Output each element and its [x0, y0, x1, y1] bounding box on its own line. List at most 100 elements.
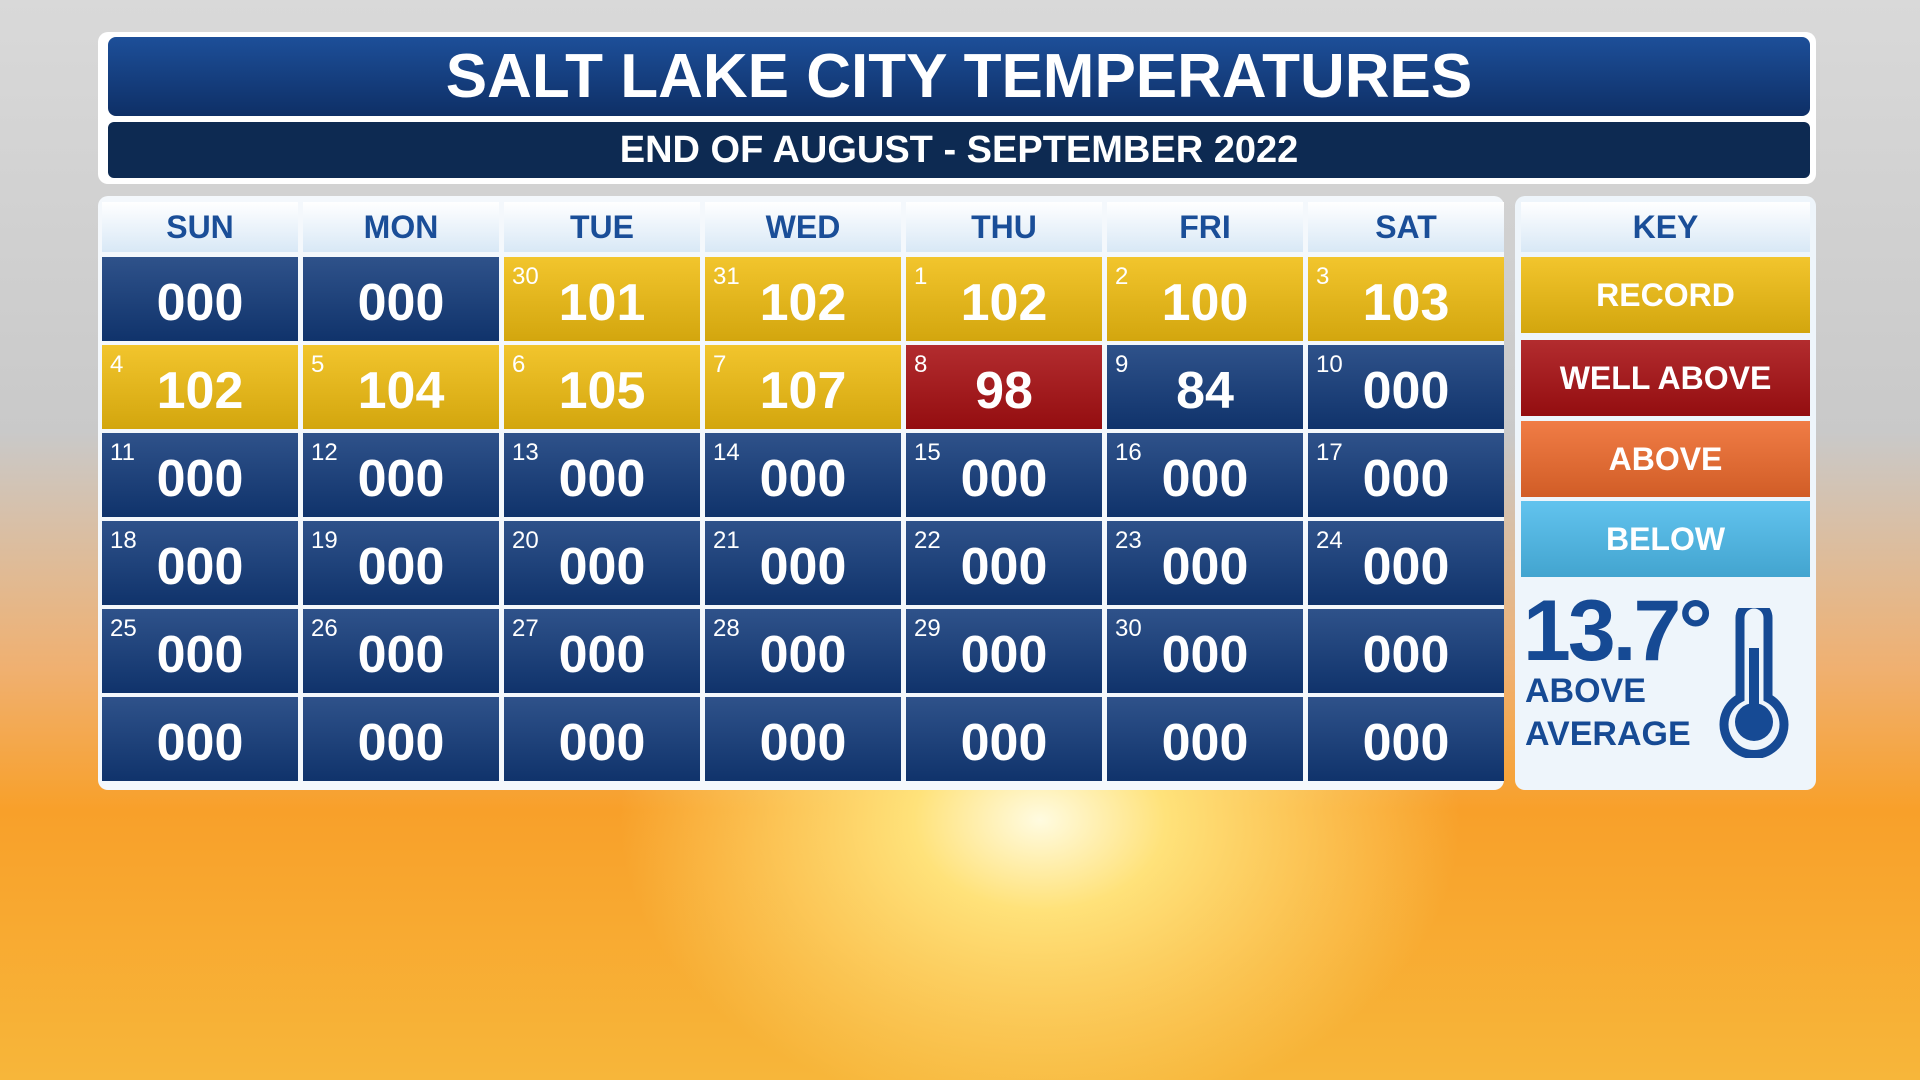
day-cell: 6 105 [504, 345, 700, 429]
day-number: 6 [512, 351, 526, 378]
day-cell: 16 000 [1107, 433, 1303, 517]
day-number: 21 [713, 527, 740, 554]
day-header: TUE [504, 202, 700, 252]
cell-shade [1308, 521, 1504, 605]
cell-shade [1308, 345, 1504, 429]
cell-shade [1521, 340, 1810, 416]
temperature: 000 [1161, 714, 1249, 772]
day-number: 13 [512, 439, 539, 466]
day-number: 16 [1115, 439, 1142, 466]
cell-shade [1107, 345, 1303, 429]
day-number: 3 [1316, 263, 1330, 290]
day-cell: 7 107 [705, 345, 901, 429]
cell-shade [906, 521, 1102, 605]
temperature: 000 [156, 626, 244, 684]
temperature: 000 [759, 626, 847, 684]
key-item: ABOVE [1521, 421, 1810, 497]
cell-shade [504, 345, 700, 429]
temperature: 107 [759, 362, 847, 420]
day-cell: 2 100 [1107, 257, 1303, 341]
temperature: 000 [1161, 626, 1249, 684]
temperature: 102 [960, 274, 1048, 332]
stat-line: AVERAGE [1525, 715, 1691, 753]
temperature: 000 [156, 274, 244, 332]
temperature: 000 [960, 714, 1048, 772]
day-cell: 12 000 [303, 433, 499, 517]
day-number: 23 [1115, 527, 1142, 554]
temperature: 000 [558, 626, 646, 684]
temperature: 000 [558, 714, 646, 772]
day-number: 22 [914, 527, 941, 554]
cell-shade [303, 345, 499, 429]
temperature: 101 [558, 274, 646, 332]
key-item: RECORD [1521, 257, 1810, 333]
day-number: 19 [311, 527, 338, 554]
cell-shade [705, 521, 901, 605]
cell-shade [1107, 521, 1303, 605]
day-number: 12 [311, 439, 338, 466]
day-number: 18 [110, 527, 137, 554]
cell-shade [303, 697, 499, 781]
temperature: 000 [759, 714, 847, 772]
day-cell: 11 000 [102, 433, 298, 517]
day-header: FRI [1107, 202, 1303, 252]
temperature: 000 [156, 450, 244, 508]
key-title: KEY [1521, 202, 1810, 252]
key-label: BELOW [1605, 521, 1726, 557]
cell-shade [1107, 257, 1303, 341]
thermometer-icon [1719, 608, 1789, 758]
day-number: 30 [512, 263, 539, 290]
day-number: 17 [1316, 439, 1343, 466]
temperature: 000 [960, 538, 1048, 596]
cell-shade [504, 257, 700, 341]
day-header: WED [705, 202, 901, 252]
day-cell: 29 000 [906, 609, 1102, 693]
key-item: BELOW [1521, 501, 1810, 577]
day-cell: 21 000 [705, 521, 901, 605]
day-cell: 000 [906, 697, 1102, 781]
cell-shade [504, 609, 700, 693]
day-header: SUN [102, 202, 298, 252]
day-number: 9 [1115, 351, 1129, 378]
cell-shade [1308, 697, 1504, 781]
cell-shade [504, 521, 700, 605]
day-cell: 9 84 [1107, 345, 1303, 429]
day-number: 5 [311, 351, 325, 378]
day-number: 24 [1316, 527, 1343, 554]
day-number: 15 [914, 439, 941, 466]
day-cell: 000 [1308, 609, 1504, 693]
day-cell: 000 [102, 257, 298, 341]
temperature: 84 [1176, 362, 1234, 420]
cell-shade [1107, 697, 1303, 781]
cell-shade [1308, 609, 1504, 693]
day-number: 8 [914, 351, 928, 378]
day-number: 2 [1115, 263, 1129, 290]
temperature: 000 [558, 538, 646, 596]
day-cell: 17 000 [1308, 433, 1504, 517]
day-header: MON [303, 202, 499, 252]
temperature: 000 [357, 626, 445, 684]
day-cell: 25 000 [102, 609, 298, 693]
cell-shade [705, 609, 901, 693]
cell-shade [906, 609, 1102, 693]
day-cell: 30 000 [1107, 609, 1303, 693]
stat-line: ABOVE [1525, 672, 1646, 710]
day-number: 1 [914, 263, 928, 290]
day-cell: 10 000 [1308, 345, 1504, 429]
cell-shade [102, 521, 298, 605]
key-label: ABOVE [1608, 441, 1723, 477]
day-cell: 8 98 [906, 345, 1102, 429]
key-label: WELL ABOVE [1559, 360, 1772, 396]
cell-shade [303, 521, 499, 605]
temperature: 000 [357, 714, 445, 772]
temperature: 000 [960, 626, 1048, 684]
temperature: 000 [1362, 626, 1450, 684]
day-cell: 19 000 [303, 521, 499, 605]
cell-shade [504, 433, 700, 517]
cell-shade [102, 697, 298, 781]
day-cell: 4 102 [102, 345, 298, 429]
subtitle: END OF AUGUST - SEPTEMBER 2022 [108, 122, 1810, 178]
day-cell: 31 102 [705, 257, 901, 341]
title: SALT LAKE CITY TEMPERATURES [108, 37, 1810, 116]
cell-shade [705, 257, 901, 341]
